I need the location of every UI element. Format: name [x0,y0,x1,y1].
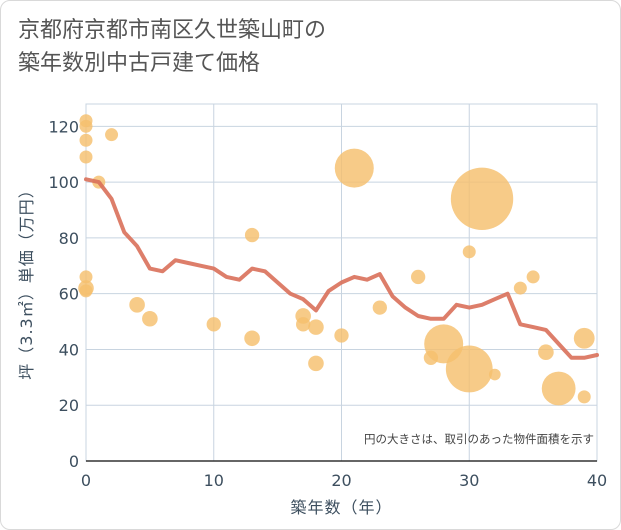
y-axis-label: 坪（3.3㎡）単価（万円） [17,181,36,379]
data-bubble [538,344,554,361]
y-tick-label: 0 [69,452,79,471]
data-bubble [334,148,374,188]
data-bubble [577,390,591,404]
data-bubble [79,150,93,164]
data-bubble [334,328,349,343]
data-bubble [79,270,93,284]
data-bubble [308,355,324,372]
chart-title-line2: 築年数別中古戸建て価格 [18,51,261,76]
data-bubble [79,284,93,298]
y-tick-label: 20 [59,396,79,415]
data-bubble [411,269,426,285]
data-bubble [296,317,311,332]
data-bubble [541,371,576,406]
data-bubble [142,310,158,327]
data-bubble [244,227,260,243]
data-bubble [526,270,540,284]
data-bubble [573,327,595,349]
data-bubble [450,167,514,231]
data-bubble [105,128,119,142]
y-tick-label: 40 [59,340,79,359]
bubble-series [78,114,595,406]
chart-title: 京都府京都市南区久世築山町の 築年数別中古戸建て価格 [18,14,326,80]
data-bubble [372,300,387,315]
chart-title-line1: 京都府京都市南区久世築山町の [18,18,327,43]
x-tick-label: 30 [459,471,479,490]
data-bubble [445,345,493,393]
y-tick-label: 60 [59,285,79,304]
trend-series [84,177,599,360]
data-bubble [513,281,527,295]
x-tick-label: 0 [81,471,91,490]
data-bubble [462,245,476,259]
x-tick-label: 40 [587,471,607,490]
size-note: 円の大きさは、取引のあった物件面積を示す [364,432,594,446]
data-bubble [129,297,145,313]
trend-line [84,177,599,360]
y-tick-label: 100 [48,173,79,192]
y-tick-label: 80 [59,229,79,248]
x-tick-label: 10 [204,471,224,490]
data-bubble [244,330,260,347]
y-tick-label: 120 [48,117,79,136]
data-bubble [308,319,324,335]
data-bubble [206,317,221,332]
x-tick-label: 20 [331,471,351,490]
axes: 0 10 20 30 40 0 20 40 60 80 100 120 [48,117,607,490]
data-bubble [79,133,93,147]
x-axis-label: 築年数（年） [290,498,392,517]
data-bubble [488,368,501,381]
data-bubble [79,119,93,133]
